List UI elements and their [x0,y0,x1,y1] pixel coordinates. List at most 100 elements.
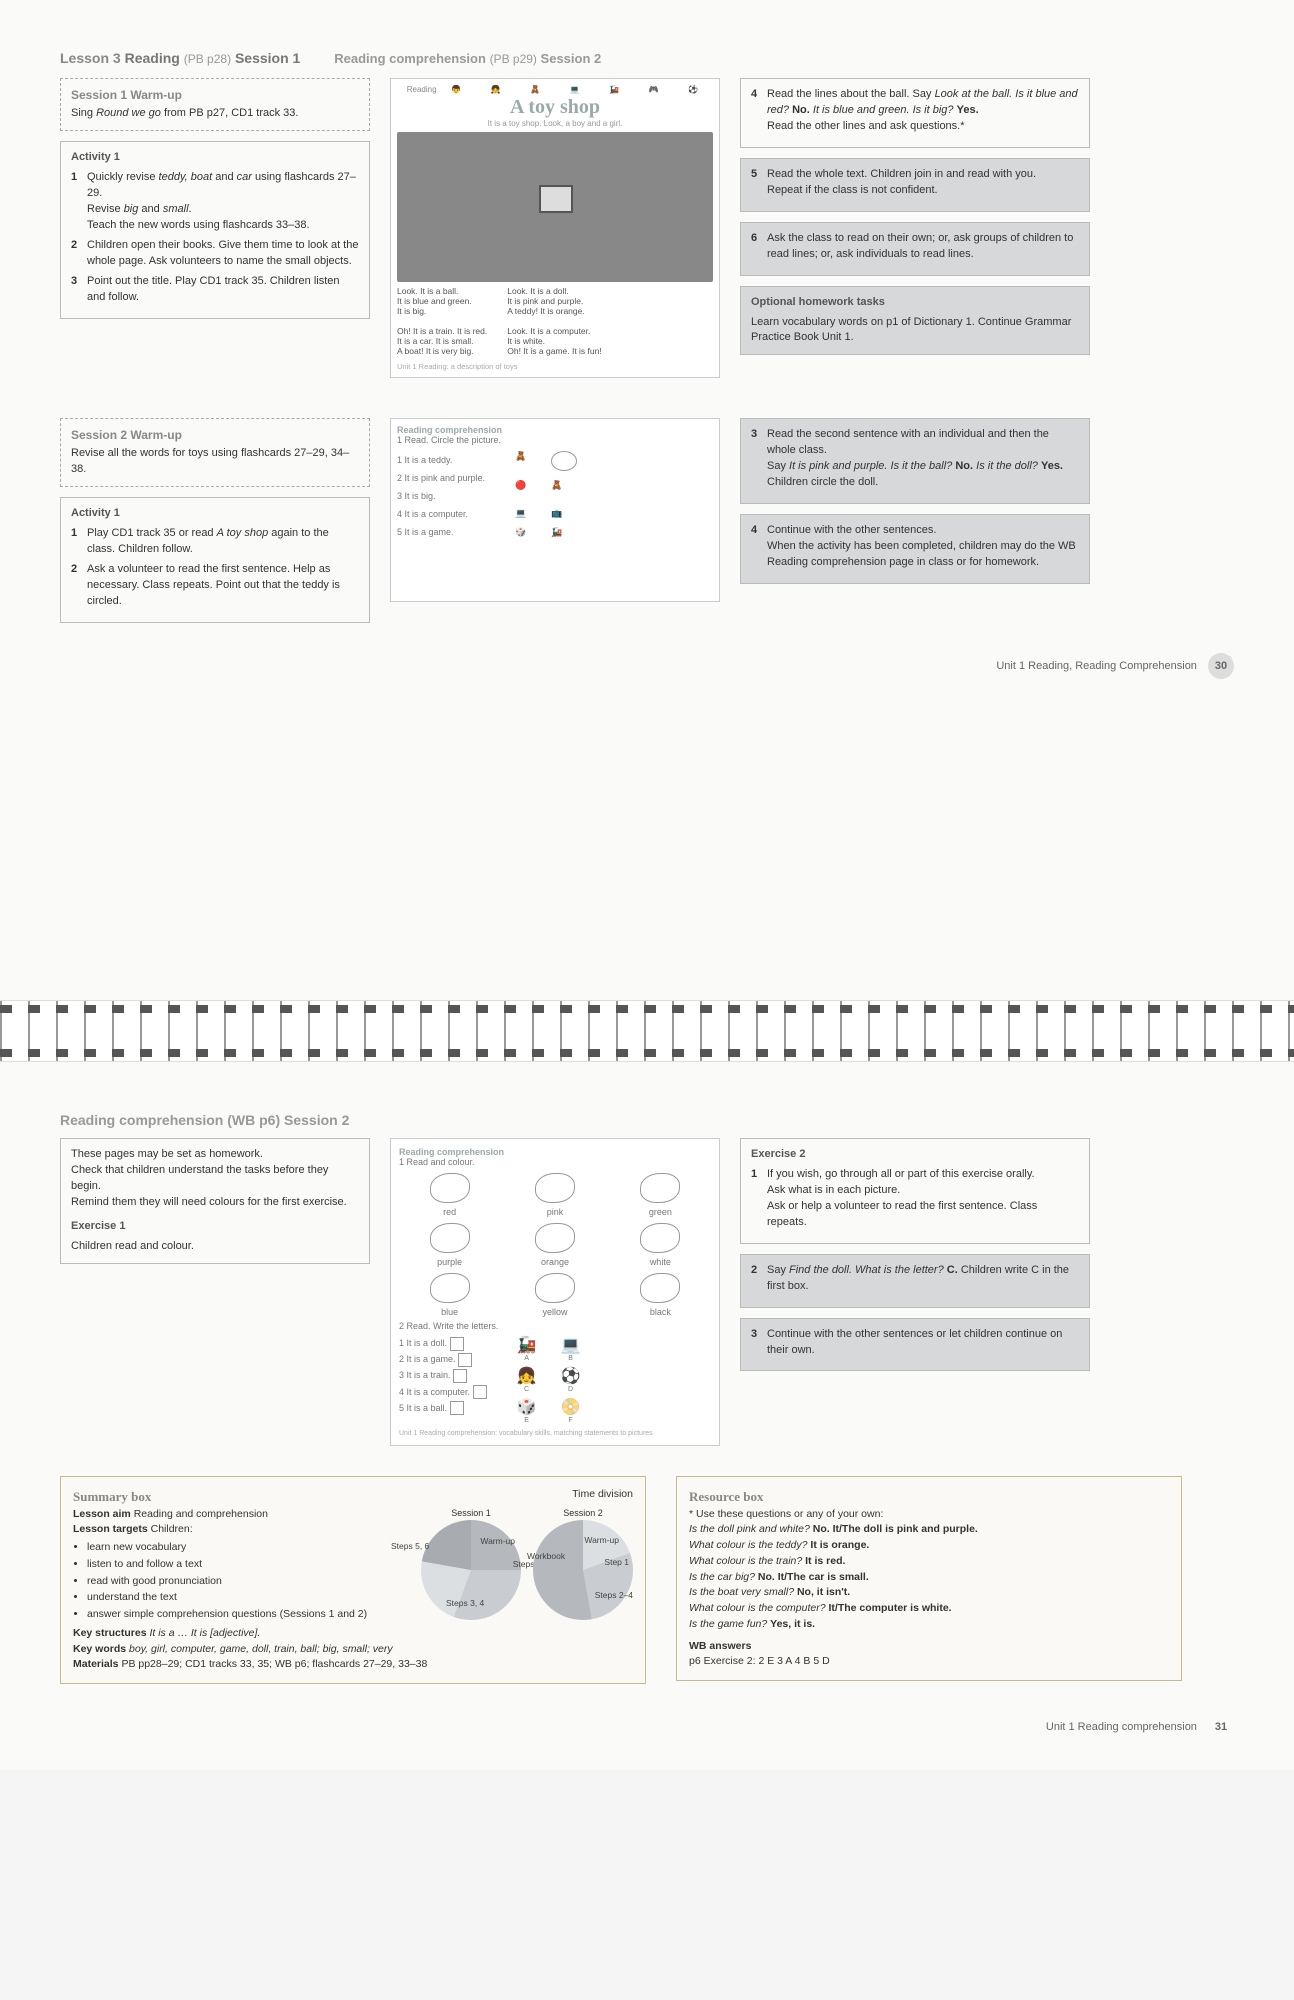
tv-icon: 📺 [551,508,581,522]
opt-text: Learn vocabulary words on p1 of Dictiona… [751,315,1079,347]
teddy-icon: 🧸 [515,451,545,474]
wb-foot: Unit 1 Reading comprehension: vocabulary… [399,1430,711,1437]
s2-step4-box: 4Continue with the other sentences.When … [740,514,1090,584]
res-q6: What colour is the computer? It/The comp… [689,1601,1169,1617]
wb-ans: p6 Exercise 2: 2 E 3 A 4 B 5 D [689,1654,1169,1670]
row1: Session 1 Warm-up Sing Round we go from … [60,78,1234,378]
session1: Session 1 [235,50,300,66]
resource-box: Resource box * Use these questions or an… [676,1476,1182,1681]
unit-footer-30: Unit 1 Reading, Reading Comprehension 30 [60,653,1234,679]
pb-page-thumb: Reading 👦👧🧸💻🚂🎮⚽ A toy shop It is a toy s… [390,78,720,378]
ball-icon: ⚽ [683,85,703,94]
opt-title: Optional homework tasks [751,295,1079,311]
res-q3: What colour is the train? It is red. [689,1554,1169,1570]
blob-black [640,1273,680,1303]
rc-pics: 🧸 🔴🧸 💻📺 🎲🚂 [515,451,581,541]
res-q1: Is the doll pink and white? No. It/The d… [689,1522,1169,1538]
warmup1-box: Session 1 Warm-up Sing Round we go from … [60,78,370,131]
step4-text: Read the lines about the ball. Say Look … [767,87,1079,135]
res-q7: Is the game fun? Yes, it is. [689,1617,1169,1633]
hw-l3: Remind them they will need colours for t… [71,1195,359,1211]
activity2-title: Activity 1 [71,506,359,522]
target-list: learn new vocabulary listen to and follo… [87,1540,409,1623]
rc-thumb: Reading comprehension 1 Read. Circle the… [390,418,720,602]
game-icon2: 🎲 [515,527,545,541]
wb-t1: 1 Read and colour. [399,1157,711,1167]
ex2-s3: Continue with the other sentences or let… [767,1327,1079,1359]
unit-text-31: Unit 1 Reading comprehension [1046,1721,1197,1733]
circled-icon [551,451,577,471]
unit-text: Unit 1 Reading, Reading Comprehension [996,660,1197,672]
warmup2-text: Revise all the words for toys using flas… [71,446,359,478]
res-q4: Is the car big? No. It/The car is small. [689,1570,1169,1586]
key-structures: Key structures It is a … It is [adjectiv… [73,1626,633,1642]
lesson-targets: Lesson targets Children: [73,1522,409,1538]
page-num-31: 31 [1208,1714,1234,1740]
act2-step1: Play CD1 track 35 or read A toy shop aga… [87,526,359,558]
act1-step2: 2Children open their books. Give them ti… [71,238,359,270]
key-words: Key words boy, girl, computer, game, dol… [73,1642,633,1658]
res-l1: * Use these questions or any of your own… [689,1507,1169,1523]
shop-sub: It is a toy shop. Look, a boy and a girl… [397,119,713,128]
shop-col1: Look. It is a ball. It is blue and green… [397,286,487,356]
resource-title: Resource box [689,1487,1169,1507]
warmup1-text: Sing Round we go from PB p27, CD1 track … [71,106,359,122]
hw-l1: These pages may be set as homework. [71,1147,359,1163]
wb-pics: 🚂A💻B 👧C⚽D 🎲E📀F [507,1335,591,1424]
computer-icon2: 💻 [515,508,545,522]
ex2-step3-box: 3Continue with the other sentences or le… [740,1318,1090,1372]
res-q2: What colour is the teddy? It is orange. [689,1538,1169,1554]
ex2-s2: Say Find the doll. What is the letter? C… [767,1263,1079,1295]
ex2-title: Exercise 2 [751,1147,1079,1163]
lesson-header: Lesson 3 Reading (PB p28) Session 1 Read… [60,50,1234,66]
summary-box: Summary box Time division Lesson aim Rea… [60,1476,646,1684]
boy-icon: 👦 [446,85,466,94]
time-division: Time division [572,1487,633,1507]
step6-text: Ask the class to read on their own; or, … [767,231,1079,263]
blob-pink [535,1173,575,1203]
optional-hw-box: Optional homework tasks Learn vocabulary… [740,286,1090,356]
pie-session2: Workbook Warm-up Step 1 Steps 2–4 [533,1520,633,1620]
rc-list: 1 It is a teddy. 2 It is pink and purple… [397,451,485,541]
act2-step2: Ask a volunteer to read the first senten… [87,562,359,610]
unit-footer-31: Unit 1 Reading comprehension 31 [60,1714,1234,1740]
pie2-label: Session 2 [533,1507,633,1521]
warmup1-title: Session 1 Warm-up [71,87,359,104]
shop-text-cols: Look. It is a ball. It is blue and green… [397,286,713,356]
blob-red [430,1173,470,1203]
s2-step3-box: 3Read the second sentence with an indivi… [740,418,1090,504]
blob-green [640,1173,680,1203]
wb-t2: 2 Read. Write the letters. [399,1321,711,1331]
step5-box: 5Read the whole text. Children join in a… [740,158,1090,212]
activity2-box: Activity 1 1Play CD1 track 35 or read A … [60,497,370,623]
pb-foot: Unit 1 Reading: a description of toys [397,362,713,371]
lesson-aim: Lesson aim Reading and comprehension [73,1507,409,1523]
ex2-box: Exercise 2 1If you wish, go through all … [740,1138,1090,1244]
blob-white [640,1223,680,1253]
activity1-box: Activity 1 1Quickly revise teddy, boat a… [60,141,370,318]
ex1-text: Children read and colour. [71,1239,359,1255]
shop-photo [397,132,713,282]
act1-step3: 3Point out the title. Play CD1 track 35.… [71,274,359,306]
reading-label: Reading [407,85,427,94]
rc-word: Reading comprehension [334,51,486,66]
step6-box: 6Ask the class to read on their own; or,… [740,222,1090,276]
blob-blue [430,1273,470,1303]
spiral-binding [0,1000,1294,1062]
pie1-label: Session 1 [421,1507,521,1521]
game-icon: 🎮 [644,85,664,94]
rc-thumb-title: Reading comprehension [397,425,713,435]
ref2: (PB p29) [490,52,537,66]
warmup2-title: Session 2 Warm-up [71,427,359,444]
blob-purple [430,1223,470,1253]
step5-text: Read the whole text. Children join in an… [767,167,1036,199]
computer-icon: 💻 [565,85,585,94]
blob-orange [535,1223,575,1253]
wb-rows: 1 It is a doll. 2 It is a game. 3 It is … [399,1335,487,1424]
ball-icon2: 🔴 [515,480,545,494]
doll-icon: 🧸 [525,85,545,94]
warmup2-box: Session 2 Warm-up Revise all the words f… [60,418,370,487]
rc-header: Reading comprehension (WB p6) Session 2 [60,1112,1234,1128]
rc-instr: 1 Read. Circle the picture. [397,435,713,445]
row2: Session 2 Warm-up Revise all the words f… [60,418,1234,623]
